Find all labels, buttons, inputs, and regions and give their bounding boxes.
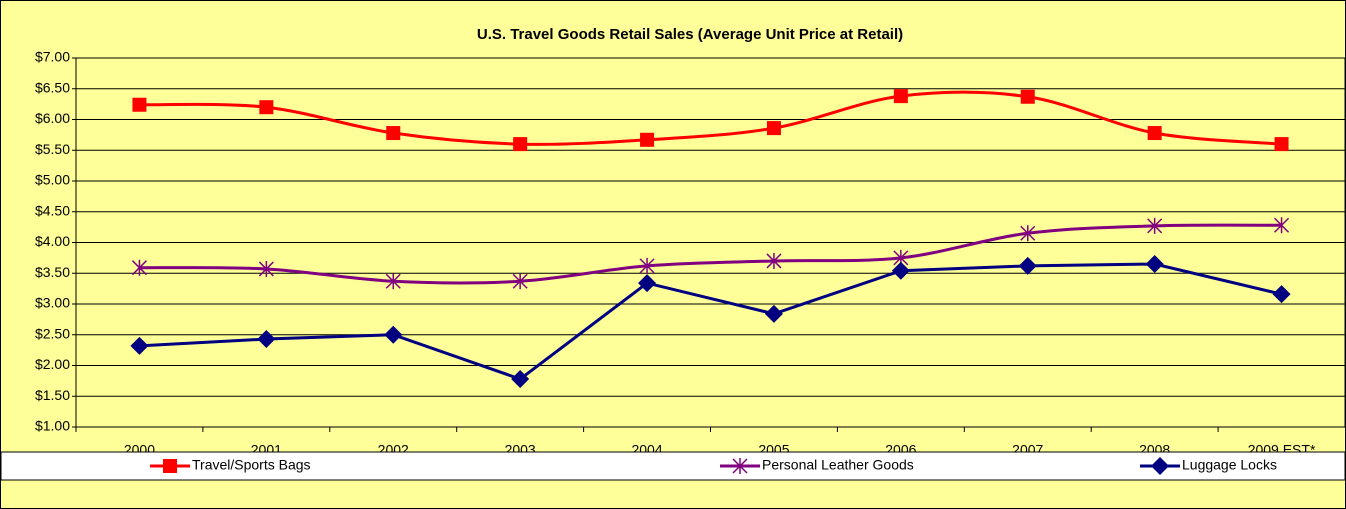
data-point [513, 137, 528, 152]
data-point [384, 325, 403, 344]
data-point [1020, 225, 1036, 242]
y-tick-label: $7.00 [35, 49, 70, 65]
legend-marker [1151, 457, 1169, 475]
data-point [1274, 217, 1290, 234]
data-point [131, 259, 147, 276]
legend-label: Personal Leather Goods [762, 457, 914, 473]
data-point [1145, 255, 1164, 274]
data-point [1020, 89, 1035, 104]
y-tick-label: $3.00 [35, 295, 70, 311]
data-point [512, 273, 528, 290]
data-point [385, 273, 401, 290]
y-tick-label: $3.50 [35, 264, 70, 280]
data-point [639, 257, 655, 274]
data-point [132, 97, 147, 112]
data-point [891, 261, 910, 280]
legend-label: Travel/Sports Bags [192, 457, 311, 473]
legend-label: Luggage Locks [1182, 457, 1277, 473]
data-point [258, 260, 274, 277]
data-point [766, 121, 781, 136]
data-point [259, 100, 274, 115]
y-tick-label: $6.00 [35, 110, 70, 126]
data-point [1272, 285, 1291, 304]
legend-marker [732, 458, 748, 474]
data-point [893, 89, 908, 104]
y-tick-label: $4.50 [35, 202, 70, 218]
data-point [764, 304, 783, 323]
legend [0, 451, 1346, 481]
y-tick-label: $5.50 [35, 141, 70, 157]
series-line [139, 262, 1282, 381]
data-point [130, 336, 149, 355]
data-point [766, 252, 782, 269]
y-tick-label: $5.00 [35, 172, 70, 188]
y-tick-label: $1.00 [35, 418, 70, 434]
series-line [139, 90, 1282, 146]
chart-title: U.S. Travel Goods Retail Sales (Average … [477, 26, 903, 43]
data-point [1147, 126, 1162, 141]
series-line [139, 223, 1282, 285]
data-point [1274, 137, 1289, 152]
y-tick-label: $4.00 [35, 233, 70, 249]
data-point [511, 370, 530, 389]
data-point [1147, 217, 1163, 234]
data-point [640, 132, 655, 147]
data-point [1018, 256, 1037, 275]
legend-marker [163, 459, 177, 473]
y-tick-label: $2.00 [35, 356, 70, 372]
data-point [386, 126, 401, 141]
data-point [257, 330, 276, 349]
data-point [638, 274, 657, 293]
y-tick-label: $1.50 [35, 387, 70, 403]
y-tick-label: $2.50 [35, 325, 70, 341]
y-tick-label: $6.50 [35, 79, 70, 95]
